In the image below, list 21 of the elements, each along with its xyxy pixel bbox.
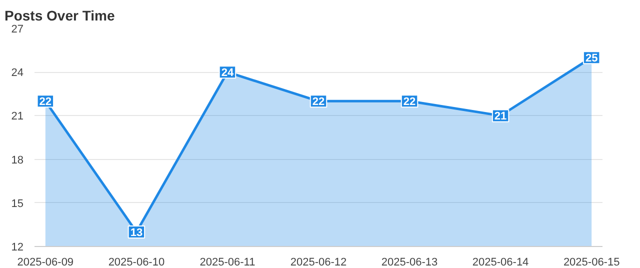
x-tick-label: 2025-06-11 xyxy=(200,256,256,268)
y-tick-label: 24 xyxy=(11,67,24,80)
data-label: 24 xyxy=(221,67,234,80)
data-label: 13 xyxy=(130,226,143,239)
x-tick-label: 2025-06-12 xyxy=(290,256,347,268)
chart-title: Posts Over Time xyxy=(4,8,115,24)
x-tick-label: 2025-06-13 xyxy=(381,256,438,268)
y-tick-label: 27 xyxy=(11,24,24,36)
y-tick-label: 18 xyxy=(11,154,24,166)
x-tick-label: 2025-06-10 xyxy=(108,256,165,268)
y-tick-label: 12 xyxy=(11,242,24,254)
y-tick-label: 15 xyxy=(11,198,24,210)
data-label: 22 xyxy=(39,96,52,108)
x-tick-label: 2025-06-09 xyxy=(17,256,74,268)
data-label: 22 xyxy=(312,96,325,108)
x-tick-label: 2025-06-15 xyxy=(563,256,620,268)
y-tick-label: 21 xyxy=(11,110,24,123)
x-tick-label: 2025-06-14 xyxy=(472,256,529,268)
data-label: 21 xyxy=(494,110,507,123)
data-label: 25 xyxy=(585,52,598,65)
data-label: 22 xyxy=(403,96,416,108)
